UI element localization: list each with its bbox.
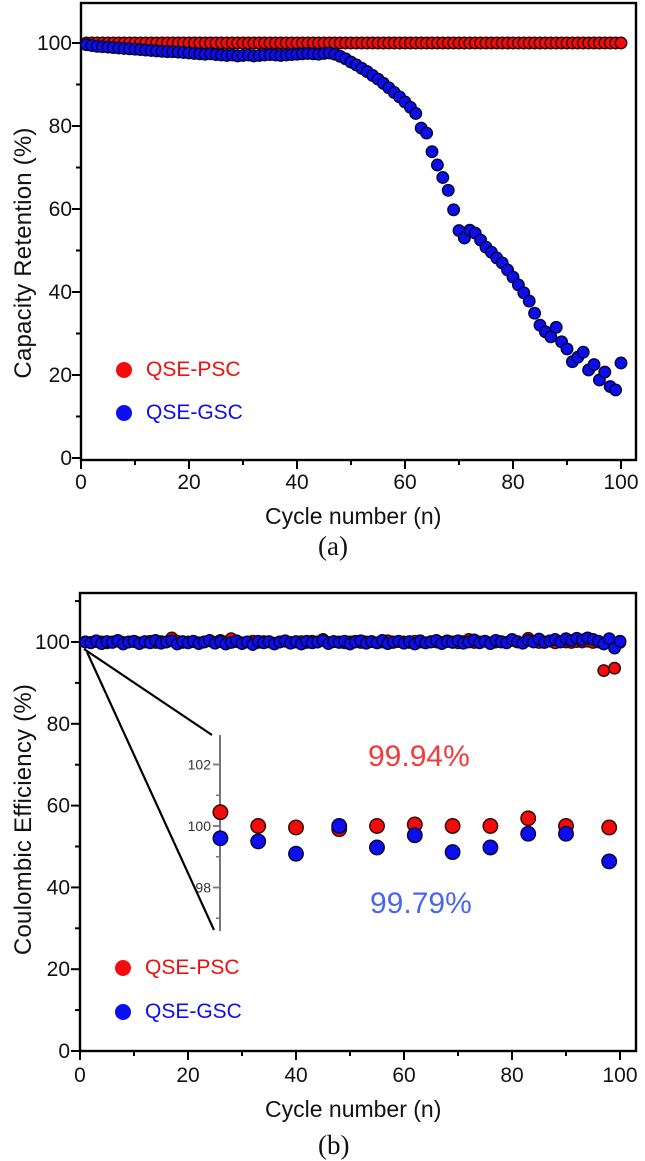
svg-text:98: 98: [195, 880, 211, 896]
svg-text:40: 40: [49, 281, 72, 304]
axis-tick-labels-b: 0 20 40 60 80 100 0 20 40 60 80 100: [35, 631, 638, 1087]
series-a-qse-gsc: [79, 38, 628, 397]
series-b-qse-gsc: [78, 631, 627, 655]
svg-text:80: 80: [500, 1064, 523, 1087]
svg-text:100: 100: [603, 471, 638, 494]
svg-text:0: 0: [74, 1064, 86, 1087]
svg-text:60: 60: [49, 198, 72, 221]
svg-text:60: 60: [47, 795, 70, 818]
svg-text:80: 80: [49, 115, 72, 138]
svg-text:0: 0: [58, 1040, 70, 1063]
svg-text:20: 20: [47, 958, 70, 981]
inset-series-qse-gsc: [212, 818, 618, 870]
svg-text:80: 80: [501, 471, 524, 494]
svg-text:102: 102: [188, 757, 212, 773]
panel-b: 0 20 40 60 80 100 0 20 40 60 80 100 98 100 102: [35, 591, 638, 1087]
svg-text:60: 60: [392, 1064, 415, 1087]
svg-text:20: 20: [177, 471, 200, 494]
svg-text:20: 20: [176, 1064, 199, 1087]
zoom-indicator-lines: [83, 648, 216, 931]
plot-frame-a: [79, 1, 638, 462]
svg-text:0: 0: [75, 471, 87, 494]
svg-text:0: 0: [60, 447, 72, 470]
plot-frame-b: [78, 591, 638, 1053]
svg-text:20: 20: [49, 364, 72, 387]
panel-a: 0 20 40 60 80 100 0 20 40 60 80 100: [37, 1, 639, 494]
svg-text:100: 100: [37, 32, 72, 55]
svg-text:80: 80: [47, 713, 70, 736]
svg-text:40: 40: [285, 471, 308, 494]
axis-ticks-a: [72, 42, 622, 469]
axis-tick-labels-a: 0 20 40 60 80 100 0 20 40 60 80 100: [37, 32, 639, 494]
series-a-qse-psc: [79, 36, 628, 50]
svg-text:60: 60: [393, 471, 416, 494]
svg-text:40: 40: [284, 1064, 307, 1087]
inset-axis: 98 100 102: [188, 735, 221, 931]
svg-text:100: 100: [188, 818, 212, 834]
svg-text:100: 100: [602, 1064, 637, 1087]
svg-text:40: 40: [47, 876, 70, 899]
inset-series-qse-psc: [212, 804, 618, 838]
svg-text:100: 100: [35, 631, 70, 654]
